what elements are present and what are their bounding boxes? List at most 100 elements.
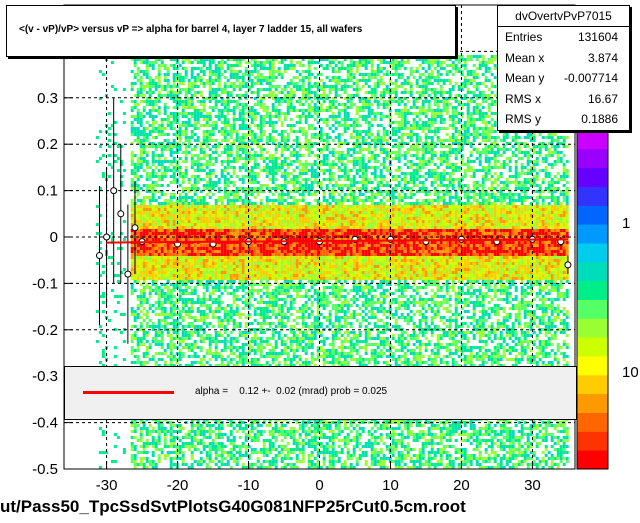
heatmap-cell [190,427,194,430]
heatmap-cell [262,460,266,463]
heatmap-cell [163,247,167,250]
heatmap-cell [157,124,161,127]
heatmap-cell [166,259,170,262]
heatmap-cell [217,70,221,73]
heatmap-cell [178,445,182,448]
heatmap-cell [250,340,254,343]
heatmap-cell [265,295,269,298]
heatmap-cell [157,286,161,289]
heatmap-cell [223,166,227,169]
heatmap-cell [151,145,155,148]
heatmap-cell [235,70,239,73]
heatmap-cell [235,187,239,190]
heatmap-cell [271,103,275,106]
heatmap-cell [277,157,281,160]
heatmap-cell [223,214,227,217]
heatmap-cell [232,238,236,241]
heatmap-cell [178,280,182,283]
heatmap-cell [259,259,263,262]
heatmap-cell [181,217,185,220]
heatmap-cell [274,148,278,151]
heatmap-cell [172,355,176,358]
heatmap-cell [235,298,239,301]
heatmap-cell [169,229,173,232]
heatmap-cell [133,331,137,334]
heatmap-cell [256,163,260,166]
heatmap-cell [178,127,182,130]
heatmap-cell [136,190,140,193]
heatmap-cell [286,232,290,235]
heatmap-cell [163,364,167,367]
heatmap-cell [244,73,248,76]
heatmap-cell [271,58,275,61]
heatmap-cell [178,238,182,241]
heatmap-cell [157,64,161,67]
heatmap-cell [136,274,140,277]
heatmap-cell [268,259,272,262]
heatmap-cell [205,352,209,355]
heatmap-cell [250,349,254,352]
heatmap-cell [280,433,284,436]
heatmap-cell [223,235,227,238]
heatmap-cell [232,256,236,259]
heatmap-cell [169,223,173,226]
heatmap-cell [145,76,149,79]
heatmap-cell [151,244,155,247]
heatmap-cell [244,316,248,319]
heatmap-cell [235,118,239,121]
heatmap-cell [286,433,290,436]
heatmap-cell [268,433,272,436]
heatmap-cell [199,340,203,343]
heatmap-cell [133,274,137,277]
heatmap-cell [250,202,254,205]
heatmap-cell [157,436,161,439]
heatmap-cell [154,325,158,328]
heatmap-cell [139,265,143,268]
heatmap-cell [277,355,281,358]
heatmap-cell [268,265,272,268]
heatmap-cell [238,70,242,73]
heatmap-cell [136,337,140,340]
heatmap-cell [130,265,134,268]
heatmap-cell [268,298,272,301]
heatmap-cell [256,346,260,349]
heatmap-cell [187,79,191,82]
heatmap-cell [277,214,281,217]
heatmap-cell [142,202,146,205]
heatmap-cell [136,424,140,427]
heatmap-cell [286,289,290,292]
heatmap-cell [172,166,176,169]
heatmap-cell [241,199,245,202]
heatmap-cell [169,295,173,298]
heatmap-cell [274,172,278,175]
heatmap-cell [151,355,155,358]
heatmap-cell [256,172,260,175]
heatmap-cell [268,169,272,172]
heatmap-cell [220,91,224,94]
heatmap-cell [271,94,275,97]
heatmap-cell [166,217,170,220]
heatmap-cell [208,172,212,175]
heatmap-cell [187,202,191,205]
heatmap-cell [232,457,236,460]
heatmap-cell [190,361,194,364]
heatmap-cell [142,211,146,214]
heatmap-cell [253,112,257,115]
heatmap-cell [274,229,278,232]
heatmap-cell [235,355,239,358]
heatmap-cell [130,205,134,208]
heatmap-cell [247,436,251,439]
heatmap-cell [217,226,221,229]
heatmap-cell [268,325,272,328]
heatmap-cell [202,178,206,181]
heatmap-cell [247,250,251,253]
heatmap-cell [271,250,275,253]
heatmap-cell [160,256,164,259]
heatmap-cell [202,148,206,151]
heatmap-cell [151,265,155,268]
heatmap-cell [220,73,224,76]
heatmap-cell [151,217,155,220]
heatmap-cell [163,76,167,79]
heatmap-cell [211,88,215,91]
heatmap-cell [235,304,239,307]
